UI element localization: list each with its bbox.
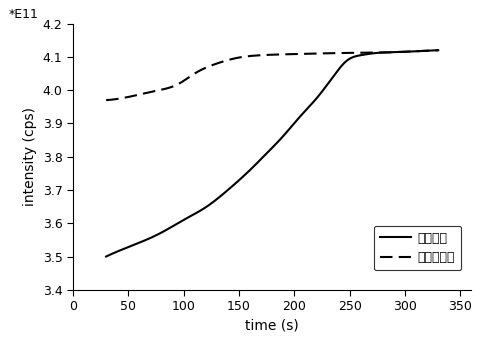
本发明方法 — [189, 73, 194, 78]
传统方法 — [103, 254, 109, 258]
传统方法 — [325, 82, 331, 86]
Y-axis label: intensity (cps): intensity (cps) — [23, 107, 37, 206]
传统方法 — [299, 113, 305, 117]
本发明方法 — [353, 51, 359, 55]
X-axis label: time (s): time (s) — [245, 319, 299, 333]
本发明方法 — [325, 51, 331, 55]
本发明方法 — [103, 98, 109, 102]
传统方法 — [162, 229, 168, 233]
Legend: 传统方法, 本发明方法: 传统方法, 本发明方法 — [374, 225, 461, 270]
传统方法 — [253, 162, 259, 166]
本发明方法 — [435, 48, 441, 52]
本发明方法 — [299, 52, 305, 56]
本发明方法 — [162, 87, 168, 91]
Line: 传统方法: 传统方法 — [106, 50, 438, 256]
Text: *E11: *E11 — [9, 8, 39, 21]
传统方法 — [353, 54, 359, 58]
本发明方法 — [253, 54, 259, 58]
传统方法 — [189, 214, 194, 218]
Line: 本发明方法: 本发明方法 — [106, 50, 438, 100]
传统方法 — [435, 48, 441, 52]
